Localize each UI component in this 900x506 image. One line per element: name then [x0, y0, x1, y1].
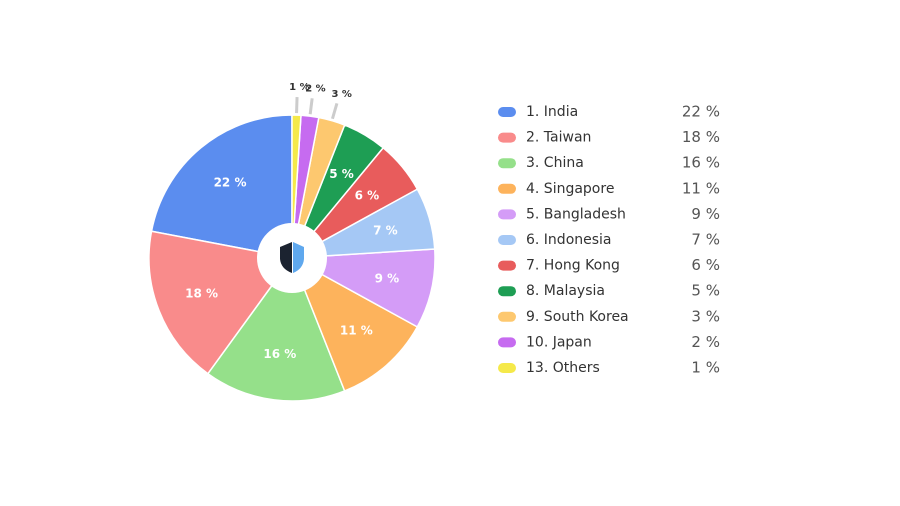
legend-label: 3. China	[526, 155, 584, 171]
legend-label: 2. Taiwan	[526, 130, 591, 146]
outside-label: 1 %	[289, 82, 309, 93]
legend-label: 10. Japan	[526, 334, 592, 350]
legend-swatch	[498, 260, 516, 271]
outside-label: 2 %	[305, 83, 325, 94]
legend-value: 11 %	[682, 179, 720, 197]
leader-line	[308, 98, 314, 115]
legend-swatch	[498, 337, 516, 348]
legend-swatch	[498, 158, 516, 169]
legend-value: 22 %	[682, 103, 720, 121]
slice-label: 18 %	[185, 286, 218, 300]
legend-label: 4. Singapore	[526, 181, 614, 197]
leader-line	[295, 97, 299, 114]
legend-label: 1. India	[526, 104, 578, 120]
legend-value: 18 %	[682, 128, 720, 146]
leader-line	[331, 102, 339, 120]
legend-swatch	[498, 132, 516, 143]
slice	[150, 114, 293, 259]
legend-value: 9 %	[691, 205, 720, 223]
legend: 1. India 22 % 2. Taiwan 18 % 3. China 16 % 4. …	[498, 103, 720, 377]
slice	[290, 256, 419, 392]
legend-swatch	[498, 209, 516, 220]
legend-value: 16 %	[682, 154, 720, 172]
legend-label: 13. Others	[526, 360, 600, 376]
legend-label: 9. South Korea	[526, 309, 629, 325]
legend-value: 1 %	[691, 359, 720, 377]
slice-label: 6 %	[355, 189, 380, 203]
legend-value: 3 %	[691, 307, 720, 325]
legend-swatch	[498, 363, 516, 373]
legend-value: 7 %	[691, 231, 720, 249]
slice-label: 9 %	[375, 272, 400, 286]
legend-label: 7. Hong Kong	[526, 258, 620, 274]
legend-swatch	[498, 311, 516, 322]
legend-label: 5. Bangladesh	[526, 206, 626, 222]
slice-label: 22 %	[214, 176, 247, 190]
slice-label: 11 %	[340, 323, 373, 337]
legend-value: 2 %	[691, 333, 720, 351]
slice	[206, 256, 346, 402]
legend-swatch	[498, 107, 516, 117]
slice-label: 5 %	[329, 167, 354, 181]
shield-icon	[280, 242, 292, 273]
slice	[289, 248, 436, 328]
legend-value: 5 %	[691, 282, 720, 300]
outside-label: 3 %	[331, 89, 351, 100]
legend-label: 6. Indonesia	[526, 232, 612, 248]
legend-swatch	[498, 235, 516, 245]
legend-label: 8. Malaysia	[526, 283, 605, 299]
legend-value: 6 %	[691, 256, 720, 274]
shield-icon	[293, 242, 304, 273]
slice-label: 16 %	[263, 347, 296, 361]
slice	[291, 114, 302, 259]
legend-swatch	[498, 183, 516, 194]
legend-swatch	[498, 286, 516, 297]
pie: 22 % 18 % 16 % 11 % 9 % 7 % 6 %5 % 3 % 2 %1 %	[148, 82, 436, 402]
slice	[148, 230, 294, 375]
slice-label: 7 %	[373, 223, 398, 237]
